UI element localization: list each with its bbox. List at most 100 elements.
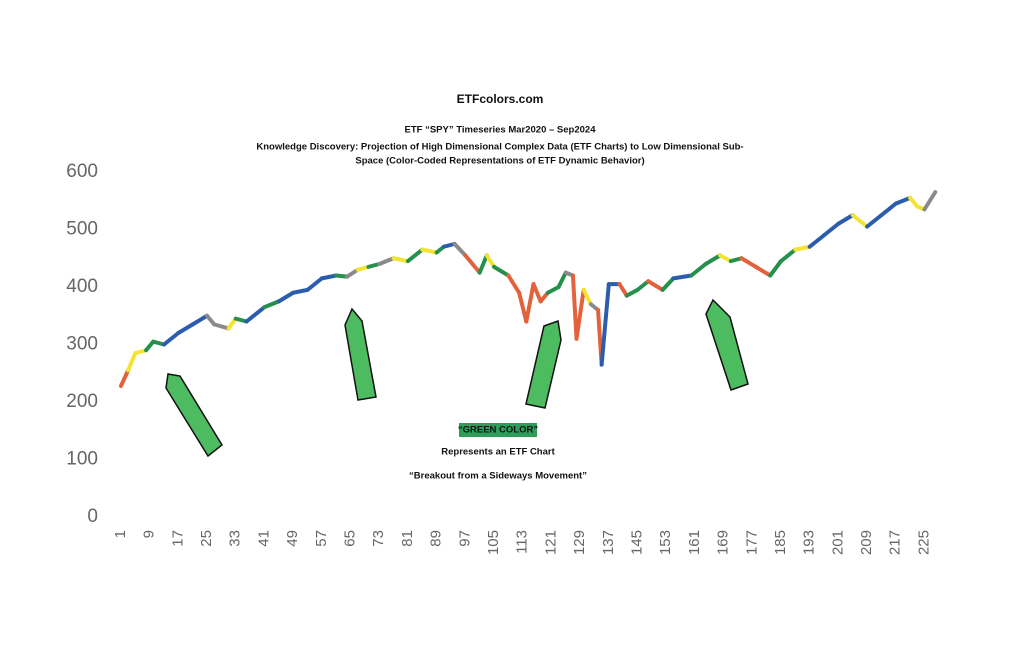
line-segment [291,287,310,295]
line-segment [635,279,651,292]
line-segment [617,282,629,298]
y-tick-label: 0 [87,506,98,527]
line-segment [506,273,522,295]
x-tick-label: 209 [858,530,875,555]
line-segment [836,213,855,226]
y-tick-label: 100 [66,449,98,470]
x-tick-label: 217 [887,530,904,555]
x-tick-label: 33 [227,530,244,547]
line-segment [822,221,841,238]
line-segment [865,213,884,229]
x-tick-label: 145 [628,530,645,555]
x-tick-label: 65 [342,530,359,547]
annotation: “Breakout from a Sideways Movement” [409,471,587,482]
x-tick-label: 41 [255,530,272,547]
line-segment [276,290,296,304]
line-segment [452,241,468,258]
line-segment [718,253,733,264]
description: Knowledge Discovery: Projection of High … [256,142,743,153]
x-tick-label: 105 [485,530,502,555]
x-tick-label: 121 [542,530,559,555]
x-tick-label: 113 [514,530,531,554]
line-segment [778,247,798,264]
line-segment [646,279,665,292]
x-tick-label: 25 [198,530,215,547]
x-tick-label: 9 [141,530,158,538]
x-tick-label: 193 [801,530,818,555]
line-segment [190,313,210,327]
chart-title: ETFcolors.com [457,92,544,106]
line-segment [768,259,783,278]
y-tick-label: 400 [66,276,98,297]
line-segment [319,273,339,281]
line-segment [305,276,324,292]
x-tick-label: 201 [829,530,846,555]
y-tick-label: 300 [66,334,98,355]
line-segment [226,316,238,331]
x-tick-label: 225 [915,530,932,555]
x-tick-label: 169 [715,530,732,555]
x-tick-label: 137 [600,530,617,555]
line-segment [660,276,676,292]
line-segment [689,262,708,278]
line-segment [126,351,138,373]
line-segment [492,264,511,278]
annotation: “GREEN COLOR” [458,425,538,436]
x-tick-label: 129 [571,530,588,555]
line-segment [624,287,640,298]
x-tick-label: 17 [169,530,186,547]
x-tick-label: 89 [428,530,445,547]
x-tick-label: 49 [284,530,301,547]
line-segment [391,256,410,264]
y-tick-label: 200 [66,391,98,412]
line-segment [739,256,758,269]
line-segment [524,282,536,324]
x-tick-label: 153 [657,530,674,555]
line-segment [893,195,913,206]
line-segment [377,256,396,266]
line-segment [807,233,827,249]
x-tick-label: 161 [686,530,703,555]
line-segment [879,201,898,218]
x-tick-label: 185 [772,530,789,555]
line-segment [581,287,593,307]
line-segment [405,247,425,264]
line-segment [545,285,561,295]
line-segment [162,331,181,347]
line-segment [517,290,529,324]
line-segment [599,282,611,367]
annotation: Represents an ETF Chart [441,447,555,458]
arrow [165,373,223,458]
line-segment [570,273,579,341]
line-segment [244,305,267,324]
line-segment [420,247,439,255]
highlight [459,423,537,437]
line-segment [753,264,773,278]
line-segment [793,244,812,252]
line-segment [212,322,231,331]
line-segment [484,253,497,269]
x-tick-label: 57 [313,530,330,547]
x-tick-label: 1 [112,530,129,538]
line-segment [671,273,694,281]
line-segment [477,253,489,275]
line-segment [574,287,586,341]
x-tick-label: 177 [743,530,760,555]
line-segment [850,213,870,229]
line-segment [118,368,131,388]
arrow [525,319,562,409]
y-tick-label: 500 [66,219,98,240]
line-segment [703,253,723,266]
chart-subtitle: ETF “SPY” Timeseries Mar2020 – Sep2024 [405,125,597,136]
x-tick-label: 73 [370,530,387,547]
line-segment [531,282,543,304]
line-segment [344,267,360,279]
x-tick-label: 81 [399,530,416,547]
line-segment [262,299,281,310]
line-segment [922,190,938,212]
arrow [705,298,749,391]
x-tick-label: 97 [456,530,473,547]
line-segment [556,270,568,289]
line-segment [176,322,195,335]
